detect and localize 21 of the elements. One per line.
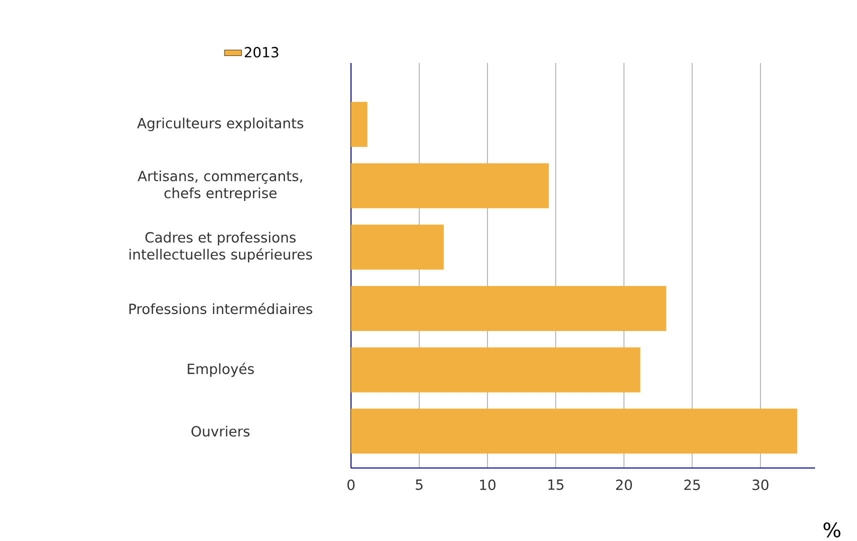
x-tick-label: 10 [480,480,496,490]
x-tick-label: 0 [347,480,355,490]
x-tick-label: 15 [548,480,564,490]
bar [351,163,549,208]
y-tick-label: Professions intermédiaires [129,302,312,314]
legend-label: 2013 [244,46,278,58]
y-tick-label: Cadres et professions intellectuelles supérieures [130,232,312,262]
y-tick-label: Artisans, commerçants, chefs entreprise [138,170,302,202]
x-axis-title: % [824,522,840,538]
x-tick-label: 5 [416,480,422,490]
x-tick-label: 20 [616,480,632,490]
y-tick-label: Ouvriers [192,426,250,437]
bar [351,408,798,454]
y-tick-label: Agriculteurs exploitants [137,118,304,132]
y-tick-label: Employés [188,362,254,377]
bar [351,224,444,270]
bar [351,286,666,331]
bar [351,102,368,147]
x-tick-label: 30 [752,480,768,490]
bar [351,347,640,392]
x-tick-label: 25 [684,480,700,490]
